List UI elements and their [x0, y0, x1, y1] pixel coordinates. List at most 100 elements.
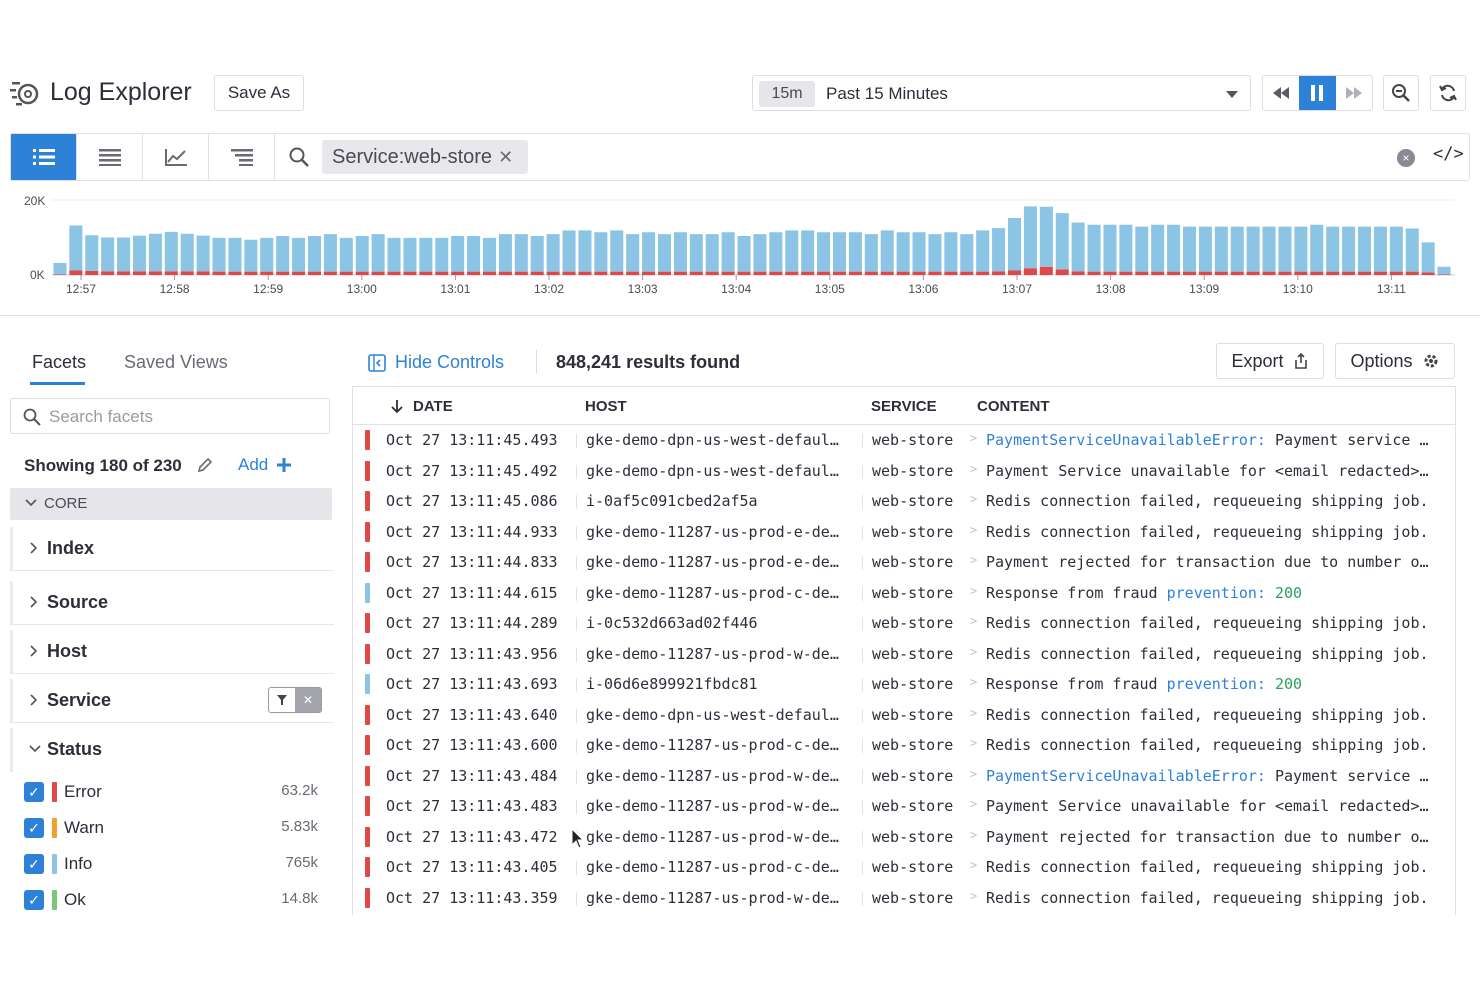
bar-error[interactable] — [737, 271, 751, 275]
pause-button[interactable] — [1299, 76, 1336, 110]
bar-error[interactable] — [960, 271, 974, 275]
bar-error[interactable] — [753, 271, 767, 275]
bar-error[interactable] — [164, 271, 178, 275]
patterns-view-button[interactable] — [77, 134, 143, 180]
bar-info[interactable] — [594, 232, 608, 272]
bar-error[interactable] — [1373, 271, 1387, 275]
bar-error[interactable] — [657, 271, 672, 275]
transactions-view-button[interactable] — [209, 134, 275, 180]
bar-error[interactable] — [1389, 271, 1403, 275]
bar-error[interactable] — [482, 271, 497, 275]
bar-error[interactable] — [498, 271, 512, 275]
bar-error[interactable] — [817, 271, 831, 275]
table-row[interactable]: Oct 27 13:11:45.086 i-0af5c091cbed2af5a we… — [353, 486, 1455, 517]
bar-error[interactable] — [912, 271, 926, 275]
bar-info[interactable] — [626, 234, 640, 272]
bar-info[interactable] — [164, 231, 178, 272]
bar-info[interactable] — [1262, 226, 1276, 272]
bar-error[interactable] — [276, 271, 290, 275]
bar-info[interactable] — [1119, 224, 1133, 272]
attribute-key[interactable]: prevention: — [1166, 583, 1266, 602]
bar-info[interactable] — [276, 236, 290, 272]
bar-info[interactable] — [292, 237, 306, 272]
bar-info[interactable] — [1437, 266, 1451, 275]
bar-info[interactable] — [896, 232, 910, 272]
save-as-button[interactable]: Save As — [214, 75, 304, 111]
bar-info[interactable] — [880, 230, 894, 272]
bar-error[interactable] — [1119, 271, 1133, 275]
bar-info[interactable] — [785, 230, 799, 272]
bar-info[interactable] — [769, 232, 783, 272]
bar-info[interactable] — [1230, 226, 1244, 272]
core-section-header[interactable]: CORE — [10, 488, 332, 520]
bar-info[interactable] — [260, 237, 274, 272]
table-row[interactable]: Oct 27 13:11:45.493 gke-demo-dpn-us-west-… — [353, 425, 1455, 456]
bar-info[interactable] — [85, 235, 99, 271]
bar-info[interactable] — [928, 234, 942, 272]
bar-info[interactable] — [944, 232, 958, 272]
facet-group-host[interactable]: Host — [10, 630, 334, 674]
bar-info[interactable] — [992, 228, 1006, 272]
bar-info[interactable] — [960, 234, 974, 272]
bar-info[interactable] — [1071, 222, 1085, 272]
status-facet-error[interactable]: ✓ Error 63.2k — [24, 778, 324, 806]
checkbox-checked[interactable]: ✓ — [24, 854, 44, 874]
facet-group-service[interactable]: Service ✕ — [10, 679, 334, 723]
bar-error[interactable] — [148, 271, 162, 275]
bar-info[interactable] — [657, 234, 672, 272]
bar-info[interactable] — [1151, 224, 1165, 272]
bar-info[interactable] — [737, 236, 751, 272]
bar-error[interactable] — [1246, 271, 1260, 275]
bar-info[interactable] — [482, 237, 497, 272]
bar-error[interactable] — [578, 271, 592, 275]
bar-error[interactable] — [196, 271, 210, 275]
filter-icon[interactable] — [269, 688, 295, 712]
bar-error[interactable] — [101, 271, 115, 275]
bar-info[interactable] — [1246, 226, 1260, 272]
bar-error[interactable] — [1151, 271, 1165, 275]
time-range-picker[interactable]: 15m Past 15 Minutes — [752, 75, 1251, 111]
bar-error[interactable] — [451, 271, 465, 275]
bar-error[interactable] — [419, 271, 433, 275]
bar-error[interactable] — [530, 271, 544, 275]
bar-error[interactable] — [180, 271, 194, 275]
status-facet-info[interactable]: ✓ Info 765k — [24, 850, 324, 878]
facet-search-input[interactable]: Search facets — [10, 398, 330, 434]
bar-info[interactable] — [562, 230, 576, 272]
bar-error[interactable] — [1167, 271, 1181, 275]
bar-error[interactable] — [1214, 271, 1228, 275]
bar-info[interactable] — [180, 233, 194, 272]
bar-error[interactable] — [992, 271, 1006, 275]
bar-info[interactable] — [976, 230, 990, 272]
status-facet-warn[interactable]: ✓ Warn 5.83k — [24, 814, 324, 842]
bar-info[interactable] — [498, 234, 512, 272]
bar-info[interactable] — [817, 232, 831, 272]
bar-info[interactable] — [339, 237, 353, 272]
bar-info[interactable] — [371, 234, 385, 272]
add-facet-button[interactable]: Add — [238, 455, 292, 475]
facet-group-index[interactable]: Index — [10, 527, 334, 571]
bar-error[interactable] — [467, 271, 481, 275]
bar-info[interactable] — [1167, 224, 1181, 272]
bar-error[interactable] — [705, 271, 719, 275]
table-row[interactable]: Oct 27 13:11:44.833 gke-demo-11287-us-pro… — [353, 547, 1455, 578]
table-row[interactable]: Oct 27 13:11:44.289 i-0c532d663ad02f446 we… — [353, 608, 1455, 639]
bar-error[interactable] — [1342, 271, 1356, 275]
bar-error[interactable] — [1294, 271, 1308, 275]
bar-info[interactable] — [1007, 218, 1022, 271]
bar-error[interactable] — [880, 271, 894, 275]
rewind-button[interactable] — [1263, 76, 1299, 110]
table-row[interactable]: Oct 27 13:11:43.600 gke-demo-11287-us-pro… — [353, 730, 1455, 761]
bar-info[interactable] — [1182, 226, 1197, 272]
bar-error[interactable] — [323, 271, 337, 275]
bar-info[interactable] — [832, 232, 847, 272]
bar-error[interactable] — [1087, 271, 1101, 275]
fast-forward-button[interactable] — [1336, 76, 1372, 110]
bar-info[interactable] — [673, 232, 687, 272]
table-row[interactable]: Oct 27 13:11:43.472 gke-demo-11287-us-pro… — [353, 822, 1455, 853]
table-row[interactable]: Oct 27 13:11:43.640 gke-demo-dpn-us-west-… — [353, 700, 1455, 731]
bar-error[interactable] — [355, 271, 369, 275]
bar-info[interactable] — [1389, 226, 1403, 272]
bar-error[interactable] — [435, 271, 449, 275]
bar-error[interactable] — [769, 271, 783, 275]
